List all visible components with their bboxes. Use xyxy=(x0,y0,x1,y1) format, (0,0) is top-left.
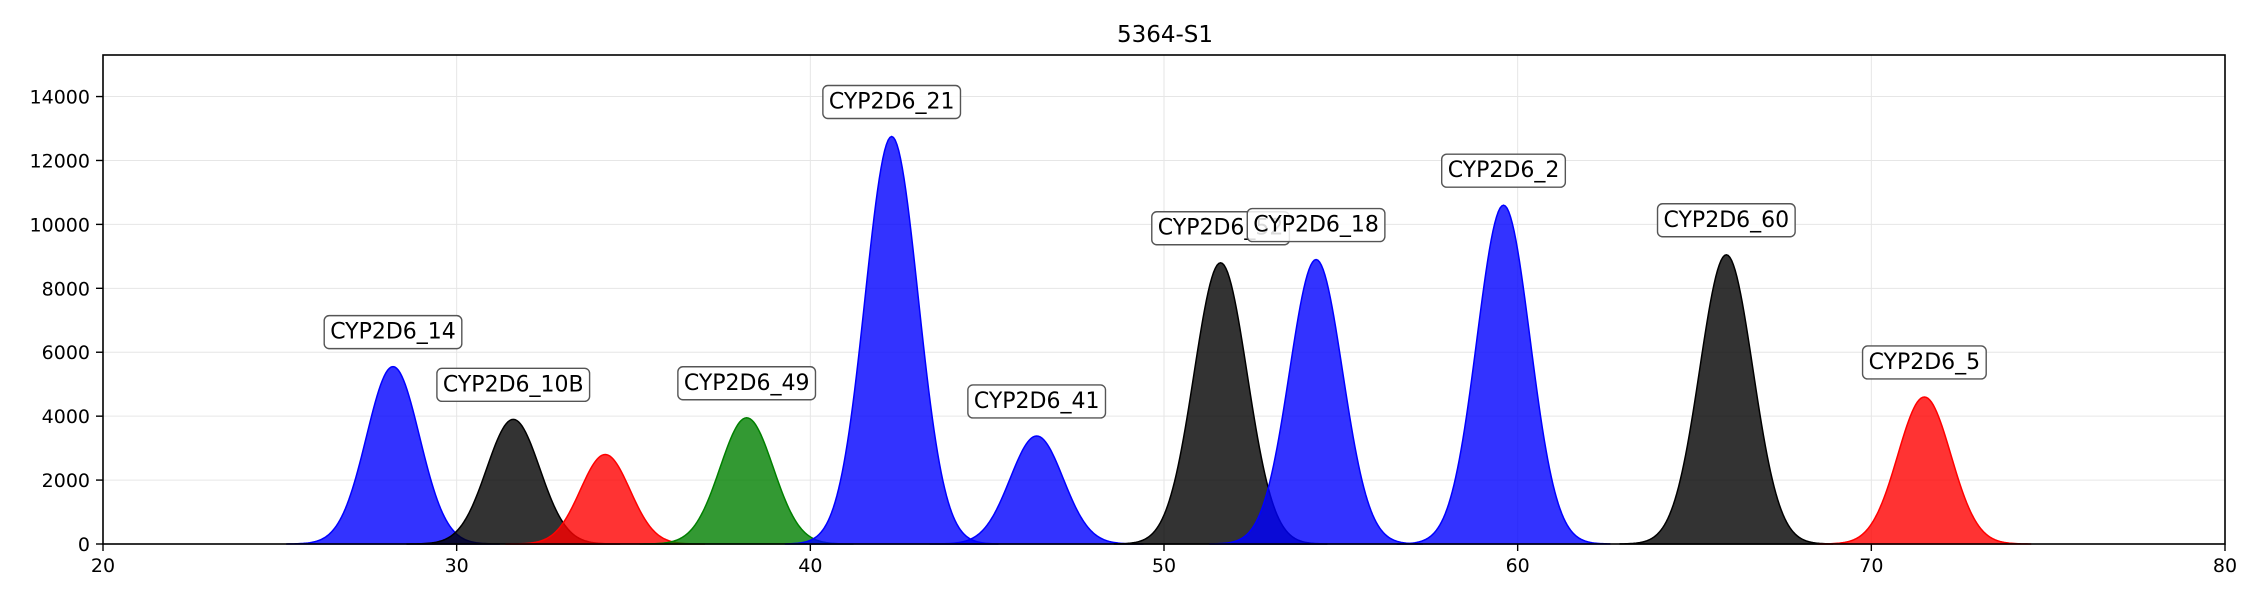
peak-label: CYP2D6_60 xyxy=(1656,203,1796,238)
x-tick-label: 70 xyxy=(1859,555,1883,577)
peak-area xyxy=(1817,396,2032,545)
peak-label-box xyxy=(323,314,463,350)
y-tick-label: 2000 xyxy=(42,470,90,492)
peak-label-box xyxy=(1246,207,1386,243)
peak-label: CYP2D6_21 xyxy=(822,84,962,120)
y-tick-label: 8000 xyxy=(42,278,90,300)
peak-label: CYP2D6_14 xyxy=(323,314,463,350)
peak-label: CYP2D6_18 xyxy=(1246,207,1386,243)
peak-label-text: CYP2D6_5 xyxy=(1869,350,1981,375)
peak-label-box xyxy=(1656,203,1796,238)
peak-label-text: CYP2D6_41 xyxy=(974,389,1100,414)
peak-area xyxy=(639,416,854,545)
peak-label-box xyxy=(1861,345,1987,380)
peak-label: CYP2D6_2 xyxy=(1441,153,1567,188)
peak-area xyxy=(1396,204,1611,545)
peak-label-box xyxy=(967,384,1107,419)
peak-area xyxy=(929,435,1144,545)
peak-label-text: CYP2D6_49 xyxy=(684,371,810,396)
x-tick-label: 30 xyxy=(445,555,469,577)
peak-label-text: CYP2D6_60 xyxy=(1664,208,1790,233)
peak-label: CYP2D6_41 xyxy=(967,384,1107,419)
chart-title: 5364-S1 xyxy=(1117,22,1213,48)
x-tick-label: 60 xyxy=(1506,555,1530,577)
peak-label: CYP2D6_10B xyxy=(436,367,591,403)
x-tick-label: 50 xyxy=(1152,555,1176,577)
peak-label-box xyxy=(1441,153,1567,188)
peak-label-text: CYP2D6_10B xyxy=(443,372,584,397)
peak-label-box xyxy=(677,366,817,401)
peak-label-text: CYP2D6_18 xyxy=(1253,213,1379,238)
peak-area xyxy=(1209,258,1423,545)
peak-area xyxy=(784,135,999,545)
peak-label-text: CYP2D6_2 xyxy=(1448,158,1560,183)
axis-ticks: 20 30 40 50 60 70 80 0 2000 4000 6000 8000 10000 1200… xyxy=(30,87,2238,577)
x-tick-label: 40 xyxy=(798,555,822,577)
peak-area xyxy=(1619,253,1834,545)
x-tick-label: 20 xyxy=(91,555,115,577)
peak-label-text: CYP2D6_21 xyxy=(829,90,955,115)
peak-areas xyxy=(286,135,2032,545)
y-tick-label: 14000 xyxy=(30,87,90,109)
peak-label: CYP2D6_49 xyxy=(677,366,817,401)
x-tick-label: 80 xyxy=(2213,555,2237,577)
peak-label-box xyxy=(436,367,591,403)
y-tick-label: 4000 xyxy=(42,406,90,428)
peak-label-box xyxy=(822,84,962,120)
peak-label: CYP2D6_5 xyxy=(1861,345,1987,380)
peak-labels: CYP2D6_14 CYP2D6_10B CYP2D6_49 CYP2D6_21 CYP… xyxy=(323,84,1987,419)
y-tick-label: 6000 xyxy=(42,342,90,364)
y-tick-label: 0 xyxy=(78,534,90,556)
peak-label-text: CYP2D6_14 xyxy=(330,320,456,345)
y-tick-label: 10000 xyxy=(30,214,90,236)
y-tick-label: 12000 xyxy=(30,150,90,172)
